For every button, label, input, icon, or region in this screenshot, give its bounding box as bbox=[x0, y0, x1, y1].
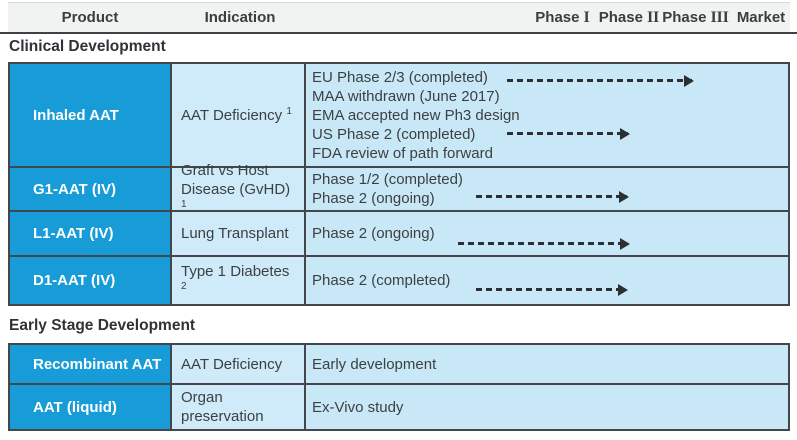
column-header-product: Product bbox=[61, 9, 119, 26]
indication-cell: Type 1 Diabetes 2 bbox=[172, 257, 306, 304]
footnote-marker: 1 bbox=[286, 105, 292, 117]
indication-text: Type 1 Diabetes 2 bbox=[181, 262, 298, 300]
column-header-phase3: Phase III bbox=[661, 3, 730, 33]
status-line: Phase 1/2 (completed) bbox=[312, 171, 463, 188]
status-block: EU Phase 2/3 (completed) MAA withdrawn (… bbox=[312, 68, 520, 163]
product-cell: L1-AAT (IV) bbox=[10, 212, 172, 255]
timeline-arrow bbox=[476, 283, 628, 296]
phase2-numeral: II bbox=[647, 9, 660, 26]
status-line: MAA withdrawn (June 2017) bbox=[312, 87, 500, 105]
timeline-cell: Phase 2 (ongoing) bbox=[306, 212, 788, 255]
product-cell: AAT (liquid) bbox=[10, 385, 172, 429]
indication-cell: AAT Deficiency 1 bbox=[172, 64, 306, 166]
timeline-cell: Phase 1/2 (completed) Phase 2 (ongoing) bbox=[306, 168, 788, 210]
column-header-market: Market bbox=[736, 9, 786, 26]
product-cell: Inhaled AAT bbox=[10, 64, 172, 166]
phase2-word: Phase bbox=[598, 9, 643, 26]
clinical-development-table: Inhaled AAT AAT Deficiency 1 EU Phase 2/… bbox=[8, 62, 790, 306]
status-line: Early development bbox=[312, 355, 437, 373]
timeline-arrow bbox=[507, 127, 630, 140]
section-title-clinical-development: Clinical Development bbox=[9, 38, 166, 55]
timeline-arrow bbox=[476, 190, 629, 203]
column-header-phase2: Phase II bbox=[595, 3, 663, 33]
status-line: Ex-Vivo study bbox=[312, 398, 404, 416]
product-cell: G1-AAT (IV) bbox=[10, 168, 172, 210]
early-stage-table: Recombinant AAT AAT Deficiency Early dev… bbox=[8, 343, 790, 431]
section-title-early-stage-development: Early Stage Development bbox=[9, 317, 196, 334]
table-row-g1-aat: G1-AAT (IV) Graft vs Host Disease (GvHD)… bbox=[10, 162, 788, 212]
header-divider-line bbox=[0, 32, 797, 34]
indication-text: Graft vs Host Disease (GvHD) 1 bbox=[181, 161, 298, 218]
table-row-recombinant-aat: Recombinant AAT AAT Deficiency Early dev… bbox=[10, 345, 788, 385]
indication-cell: Organ preservation bbox=[172, 385, 306, 429]
footnote-marker: 2 bbox=[181, 280, 187, 292]
phase3-numeral: III bbox=[710, 9, 729, 26]
status-line: FDA review of path forward bbox=[312, 144, 493, 162]
status-block: Phase 1/2 (completed) Phase 2 (ongoing) bbox=[312, 170, 463, 208]
status-line: Phase 2 (ongoing) bbox=[312, 225, 435, 242]
status-line: EU Phase 2/3 (completed) bbox=[312, 68, 488, 86]
timeline-arrow bbox=[458, 237, 630, 250]
timeline-cell: Phase 2 (completed) bbox=[306, 257, 788, 304]
status-line: Phase 2 (completed) bbox=[312, 272, 451, 289]
table-row-d1-aat: D1-AAT (IV) Type 1 Diabetes 2 Phase 2 (c… bbox=[10, 257, 788, 304]
indication-label: Lung Transplant bbox=[181, 225, 289, 242]
phase1-numeral: I bbox=[583, 9, 590, 26]
indication-text: Organ preservation bbox=[181, 389, 264, 425]
status-line: Phase 2 (ongoing) bbox=[312, 190, 435, 207]
indication-cell: AAT Deficiency bbox=[172, 345, 306, 383]
status-line: EMA accepted new Ph3 design bbox=[312, 106, 520, 124]
column-header-phase1: Phase I bbox=[528, 3, 597, 33]
indication-text: AAT Deficiency bbox=[181, 355, 283, 373]
indication-label: AAT Deficiency bbox=[181, 106, 283, 124]
footnote-marker: 1 bbox=[181, 198, 187, 210]
table-row-aat-liquid: AAT (liquid) Organ preservation Ex-Vivo … bbox=[10, 385, 788, 429]
indication-text: Lung Transplant bbox=[181, 224, 289, 243]
product-cell: D1-AAT (IV) bbox=[10, 257, 172, 304]
status-block: Ex-Vivo study bbox=[312, 398, 403, 417]
status-block: Early development bbox=[312, 355, 436, 374]
column-header-bar: Product Indication Phase I Phase II Phas… bbox=[8, 2, 790, 32]
status-line: US Phase 2 (completed) bbox=[312, 125, 476, 143]
indication-cell: Lung Transplant bbox=[172, 212, 306, 255]
phase3-word: Phase bbox=[662, 9, 707, 26]
indication-label: Type 1 Diabetes bbox=[181, 262, 290, 280]
timeline-cell: Early development bbox=[306, 345, 788, 383]
product-cell: Recombinant AAT bbox=[10, 345, 172, 383]
phase1-word: Phase bbox=[535, 9, 580, 26]
timeline-cell: Ex-Vivo study bbox=[306, 385, 788, 429]
timeline-arrow bbox=[507, 74, 694, 87]
indication-text: AAT Deficiency 1 bbox=[181, 106, 292, 125]
indication-label: Graft vs Host Disease (GvHD) bbox=[181, 161, 291, 198]
indication-cell: Graft vs Host Disease (GvHD) 1 bbox=[172, 162, 306, 210]
status-block: Phase 2 (completed) bbox=[312, 271, 450, 290]
status-block: Phase 2 (ongoing) bbox=[312, 224, 435, 243]
table-row-l1-aat: L1-AAT (IV) Lung Transplant Phase 2 (ong… bbox=[10, 212, 788, 257]
column-header-indication: Indication bbox=[204, 9, 276, 26]
